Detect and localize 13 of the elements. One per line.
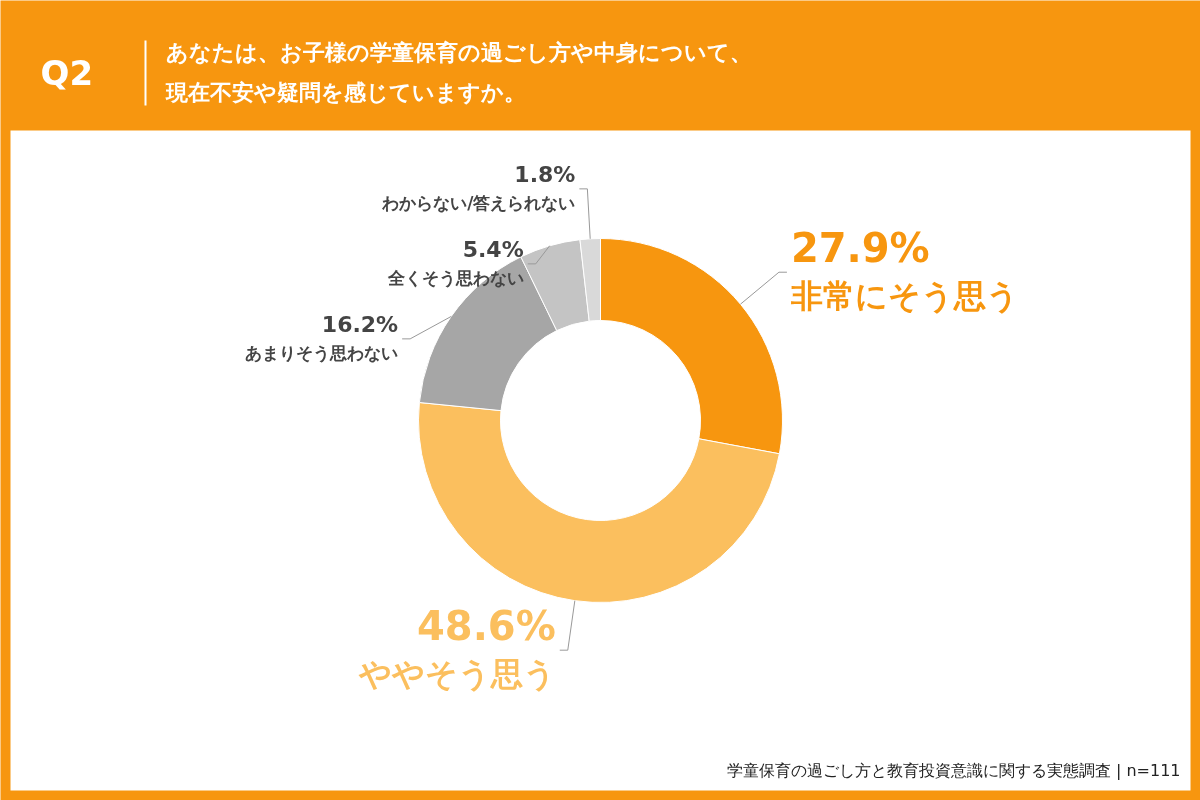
data-label: 16.2%: [321, 312, 399, 338]
slice-label: ややそう思う: [357, 655, 556, 694]
chart-title: Q2: [40, 52, 94, 93]
slice-label: 全くそう思わない: [386, 267, 524, 288]
data-label: 27.9%: [790, 225, 930, 272]
slice-label: 非常にそう思う: [789, 277, 1019, 316]
chart-subtitle: あなたは、お子様の学童保育の過ごし方や中身について、現在不安や疑問を感じていますか。: [164, 40, 752, 105]
slice-label: あまりそう思わない: [245, 342, 399, 363]
data-label: 48.6%: [417, 603, 556, 650]
data-label: 5.4%: [462, 237, 524, 263]
slice-label: わからない/答えられない: [381, 192, 576, 213]
data-label: 1.8%: [514, 162, 576, 188]
text: 学童保育の過ごし方と教育投資意識に関する実態調査 | n=111: [726, 761, 1181, 780]
